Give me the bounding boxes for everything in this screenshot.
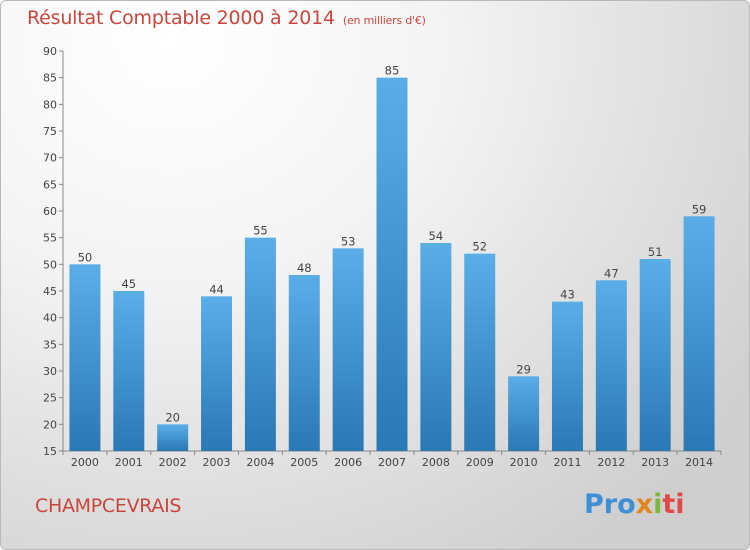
proxiti-logo[interactable]: Proxiti bbox=[584, 489, 685, 520]
x-tick-label-2006: 2006 bbox=[334, 456, 362, 469]
value-label-2012: 47 bbox=[604, 266, 619, 280]
bar-2005[interactable] bbox=[288, 275, 320, 451]
chart-title: Résultat Comptable 2000 à 2014 (en millie… bbox=[27, 7, 426, 29]
x-tick-label-2008: 2008 bbox=[422, 456, 450, 469]
bar-2009[interactable] bbox=[464, 253, 496, 451]
value-label-2007: 85 bbox=[385, 64, 400, 78]
y-tick-label: 30 bbox=[43, 365, 57, 378]
commune-name: CHAMPCEVRAIS bbox=[35, 495, 182, 517]
logo-part-4: ti bbox=[662, 489, 685, 520]
bar-2013[interactable] bbox=[639, 259, 671, 451]
x-tick-label-2001: 2001 bbox=[115, 456, 143, 469]
value-label-2003: 44 bbox=[209, 282, 224, 296]
bar-2008[interactable] bbox=[420, 243, 452, 451]
y-tick-label: 55 bbox=[43, 232, 57, 245]
x-tick-label-2014: 2014 bbox=[685, 456, 713, 469]
labels-group: 50 2000 45 2001 20 2002 44 2003 55 2004 48 2005 53 20… bbox=[71, 64, 713, 469]
y-tick-label: 25 bbox=[43, 392, 57, 405]
y-tick-label: 70 bbox=[43, 152, 57, 165]
y-tick-label: 75 bbox=[43, 125, 57, 138]
value-label-2000: 50 bbox=[78, 250, 93, 264]
value-label-2008: 54 bbox=[429, 229, 444, 243]
value-label-2011: 43 bbox=[560, 288, 575, 302]
value-label-2013: 51 bbox=[648, 245, 663, 259]
logo-part-2: x bbox=[635, 489, 654, 520]
y-tick-label: 20 bbox=[43, 418, 57, 431]
y-tick-label: 90 bbox=[43, 45, 57, 58]
bar-2012[interactable] bbox=[595, 280, 627, 451]
bars-group bbox=[69, 77, 715, 452]
value-label-2010: 29 bbox=[516, 362, 531, 376]
value-label-2006: 53 bbox=[341, 234, 356, 248]
value-label-2009: 52 bbox=[472, 240, 487, 254]
bar-2007[interactable] bbox=[376, 77, 408, 452]
y-tick-label: 50 bbox=[43, 258, 57, 271]
x-tick-label-2011: 2011 bbox=[553, 456, 581, 469]
bar-2011[interactable] bbox=[551, 301, 583, 451]
x-tick-label-2004: 2004 bbox=[246, 456, 274, 469]
value-label-2002: 20 bbox=[165, 410, 180, 424]
x-tick-label-2003: 2003 bbox=[203, 456, 231, 469]
x-tick-label-2013: 2013 bbox=[641, 456, 669, 469]
x-tick-label-2007: 2007 bbox=[378, 456, 406, 469]
y-tick-label: 35 bbox=[43, 338, 57, 351]
y-tick-label: 60 bbox=[43, 205, 57, 218]
x-tick-label-2005: 2005 bbox=[290, 456, 318, 469]
bar-2014[interactable] bbox=[683, 216, 715, 451]
value-label-2014: 59 bbox=[692, 202, 707, 216]
logo-part-1: Pro bbox=[584, 489, 636, 520]
bar-2003[interactable] bbox=[201, 296, 233, 451]
bar-2000[interactable] bbox=[69, 264, 101, 451]
y-tick-label: 65 bbox=[43, 178, 57, 191]
y-tick-label: 85 bbox=[43, 72, 57, 85]
bar-2010[interactable] bbox=[508, 376, 540, 451]
x-tick-label-2012: 2012 bbox=[597, 456, 625, 469]
y-tick-label: 15 bbox=[43, 445, 57, 458]
x-tick-label-2000: 2000 bbox=[71, 456, 99, 469]
y-tick-label: 40 bbox=[43, 312, 57, 325]
bar-2002[interactable] bbox=[157, 424, 189, 451]
x-tick-label-2009: 2009 bbox=[466, 456, 494, 469]
title-text: Résultat Comptable 2000 à 2014 bbox=[27, 7, 335, 29]
bar-2004[interactable] bbox=[244, 237, 276, 451]
value-label-2005: 48 bbox=[297, 261, 312, 275]
value-label-2001: 45 bbox=[121, 277, 136, 291]
x-tick-label-2002: 2002 bbox=[159, 456, 187, 469]
y-tick-label: 45 bbox=[43, 285, 57, 298]
logo-part-3: i bbox=[653, 489, 663, 520]
value-label-2004: 55 bbox=[253, 224, 268, 238]
bar-2001[interactable] bbox=[113, 291, 145, 451]
y-tick-label: 80 bbox=[43, 98, 57, 111]
chart-subtitle: (en milliers d'€) bbox=[342, 14, 426, 27]
x-tick-label-2010: 2010 bbox=[510, 456, 538, 469]
bar-2006[interactable] bbox=[332, 248, 364, 451]
